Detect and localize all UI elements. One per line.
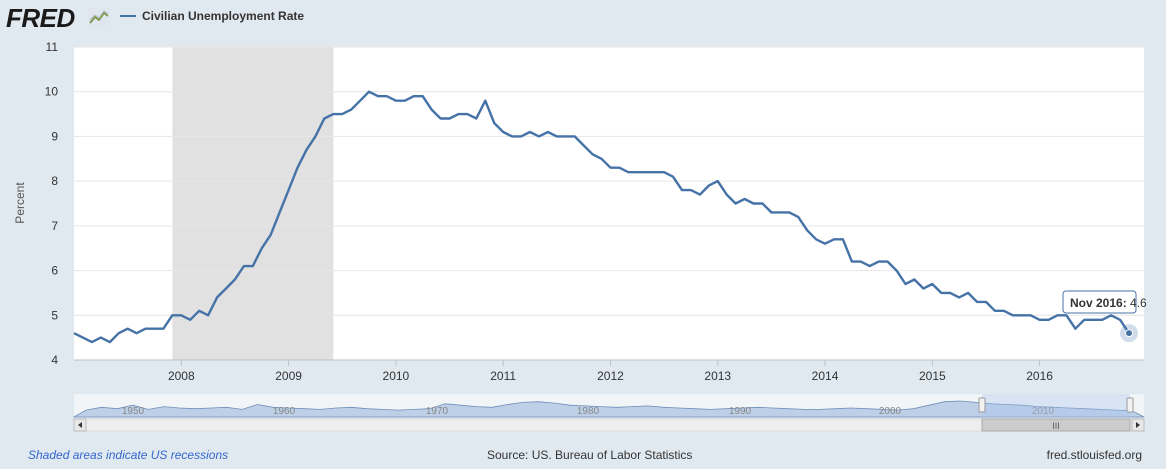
y-tick-label: 10 bbox=[45, 85, 59, 99]
y-tick-label: 8 bbox=[51, 174, 58, 188]
y-tick-label: 11 bbox=[46, 40, 59, 54]
navigator-label: 1990 bbox=[729, 406, 752, 417]
navigator-label: 1960 bbox=[273, 406, 296, 417]
scrollbar[interactable]: III bbox=[73, 418, 1145, 432]
legend-label: Civilian Unemployment Rate bbox=[142, 9, 305, 23]
series-line[interactable] bbox=[73, 90, 1130, 344]
x-tick-label: 2015 bbox=[919, 369, 946, 383]
legend[interactable]: Civilian Unemployment Rate bbox=[120, 9, 304, 23]
navigator-label: 1980 bbox=[577, 406, 600, 417]
site-link[interactable]: fred.stlouisfed.org bbox=[1046, 448, 1142, 462]
recession-band bbox=[172, 47, 334, 360]
tooltip-value: 4.6 bbox=[1130, 296, 1147, 310]
y-tick-label: 7 bbox=[51, 219, 58, 233]
x-tick-label: 2012 bbox=[597, 369, 624, 383]
y-tick-label: 4 bbox=[51, 353, 58, 367]
x-tick-label: 2016 bbox=[1026, 369, 1053, 383]
data-point-marker[interactable] bbox=[1125, 329, 1134, 338]
svg-text:Nov 2016: 4.6: Nov 2016: 4.6 bbox=[1070, 296, 1147, 310]
x-tick-label: 2011 bbox=[490, 369, 516, 383]
scroll-left-arrow-icon bbox=[78, 422, 82, 428]
recession-note: Shaded areas indicate US recessions bbox=[28, 448, 229, 462]
x-tick-label: 2009 bbox=[275, 369, 302, 383]
chart: 4 5 6 7 8 9 10 11 2008 2009 2010 2011 2012 2013 2014 2… bbox=[13, 40, 1147, 432]
navigator-label: 2010 bbox=[1032, 406, 1055, 417]
tooltip: Nov 2016: 4.6 bbox=[1062, 290, 1147, 314]
tooltip-date: Nov 2016 bbox=[1070, 296, 1123, 310]
scroll-right-arrow-icon bbox=[1136, 422, 1140, 428]
tooltip-colon: : bbox=[1123, 296, 1130, 310]
source-credit: Source: US. Bureau of Labor Statistics bbox=[487, 448, 693, 462]
tooltip-box bbox=[1062, 290, 1137, 314]
navigator-left-handle[interactable] bbox=[978, 397, 986, 413]
y-tick-label: 6 bbox=[51, 264, 58, 278]
x-tick-label: 2010 bbox=[383, 369, 410, 383]
chart-footer: Shaded areas indicate US recessions Sour… bbox=[0, 446, 1166, 466]
scrollbar-grip-icon: III bbox=[1052, 421, 1060, 431]
scrollbar-thumb[interactable] bbox=[981, 418, 1131, 432]
navigator[interactable]: 1950 1960 1970 1980 1990 2000 2010 bbox=[72, 394, 1145, 418]
chart-header: FRED Civilian Unemployment Rate bbox=[0, 0, 1166, 40]
navigator-label: 1950 bbox=[122, 406, 145, 417]
y-tick-label: 5 bbox=[51, 308, 58, 322]
x-tick-label: 2013 bbox=[704, 369, 731, 383]
y-axis-label: Percent bbox=[13, 182, 27, 224]
legend-swatch bbox=[120, 15, 136, 17]
x-tick-label: 2014 bbox=[812, 369, 839, 383]
y-tick-label: 9 bbox=[51, 129, 58, 143]
fred-logo[interactable]: FRED bbox=[6, 3, 75, 33]
navigator-right-handle[interactable] bbox=[1126, 397, 1134, 413]
x-tick-label: 2008 bbox=[168, 369, 195, 383]
navigator-label: 1970 bbox=[426, 406, 449, 417]
navigator-label: 2000 bbox=[879, 406, 902, 417]
navigator-selection[interactable] bbox=[982, 394, 1130, 417]
chart-line-icon bbox=[88, 8, 110, 26]
